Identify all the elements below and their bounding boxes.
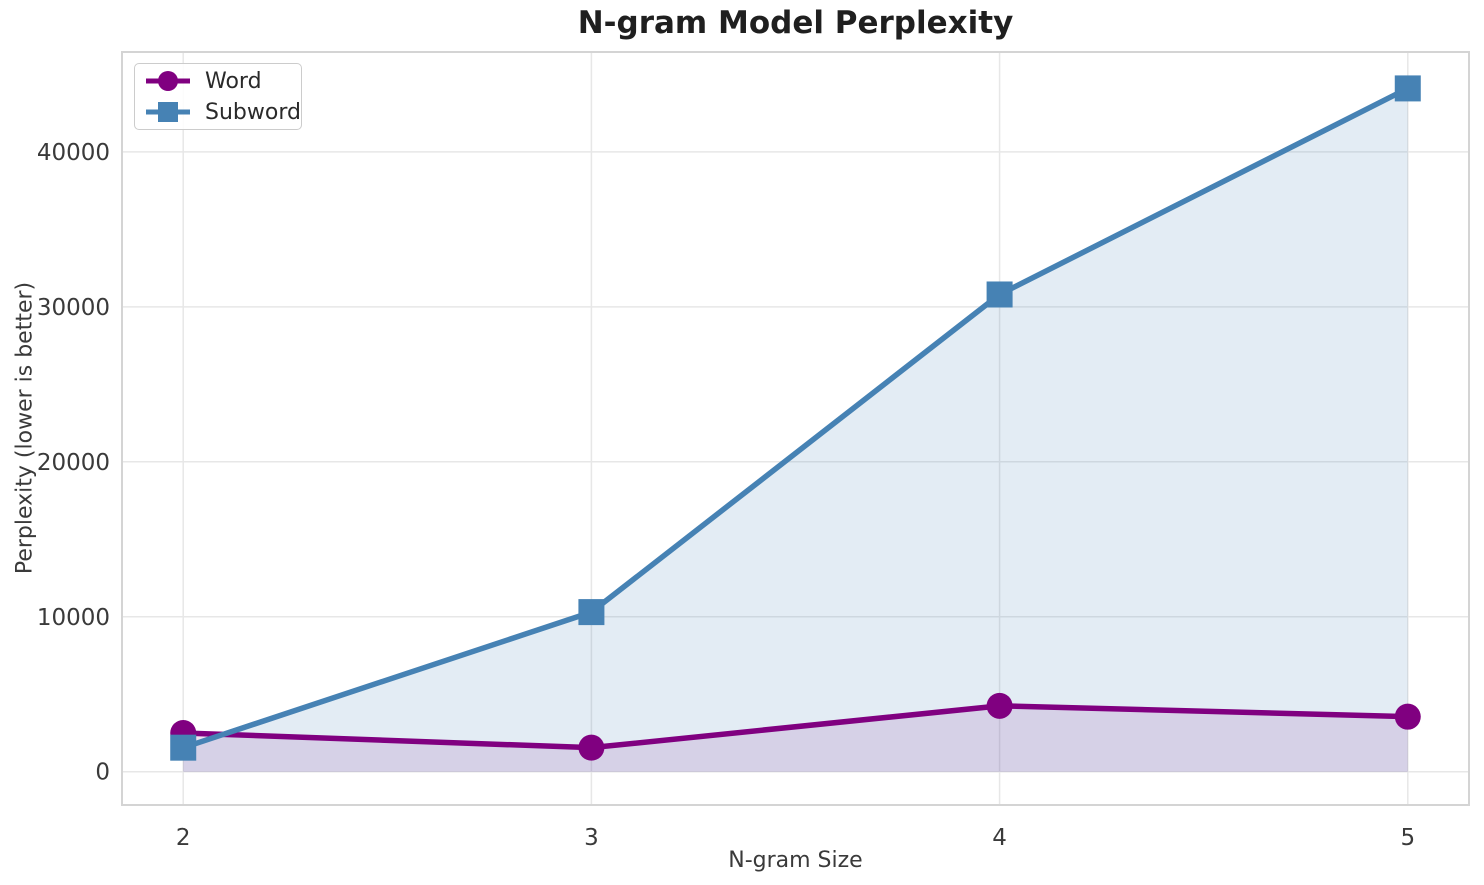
y-tick-label: 10000 [37,605,110,631]
data-point-subword [578,599,605,626]
y-tick-label: 30000 [37,295,110,321]
y-tick-label: 40000 [37,140,110,166]
area-fill-subword [183,88,1408,772]
subword-marker-glyph [158,102,178,122]
x-axis-label: N-gram Size [728,848,863,873]
legend-label-subword: Subword [205,99,301,125]
x-tick-label: 3 [584,825,599,851]
y-tick-label: 0 [95,760,110,786]
data-point-subword [1394,75,1421,102]
x-tick-label: 4 [992,825,1007,851]
series-line-word [180,703,1411,751]
data-point-subword [986,281,1013,308]
data-point-subword [170,734,197,761]
data-point-word [986,692,1013,719]
x-tick-label: 2 [176,825,191,851]
axes-frame [121,51,1470,806]
series-line-subword [180,85,1411,751]
legend-label-word: Word [205,68,262,94]
y-axis-label: Perplexity (lower is better) [12,281,38,575]
legend-item-subword: Subword [143,97,301,128]
x-tick-label: 5 [1400,825,1415,851]
subword-square-marker-icon [146,102,190,122]
y-tick-label: 20000 [37,450,110,476]
area-fill-word [183,705,1408,772]
legend: Word Subword [134,63,302,130]
word-circle-marker-icon [146,71,190,91]
legend-item-word: Word [143,66,301,97]
chart-title: N-gram Model Perplexity [577,5,1014,41]
data-point-word [578,734,605,761]
data-point-word [1394,703,1421,730]
word-marker-glyph [158,71,178,91]
